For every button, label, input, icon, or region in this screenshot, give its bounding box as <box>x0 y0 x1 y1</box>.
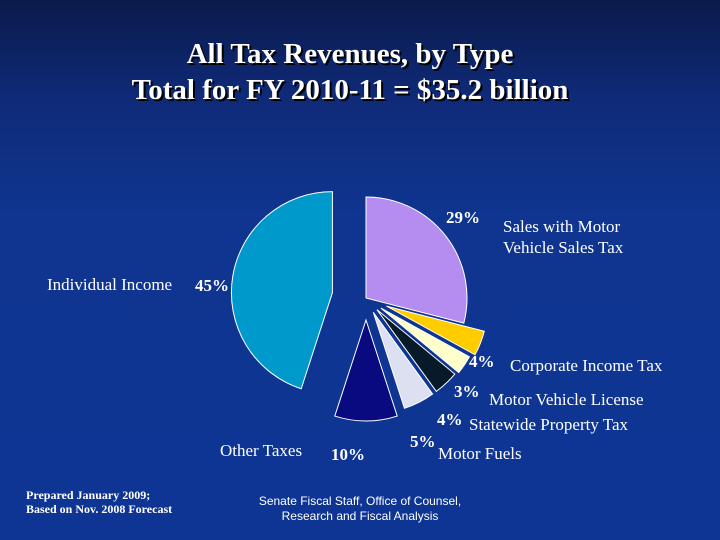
prepared-line-2: Based on Nov. 2008 Forecast <box>26 502 173 516</box>
label-individual: Individual Income <box>47 275 173 294</box>
pie-slice-mvl <box>380 307 471 374</box>
source-line-1: Senate Fiscal Staff, Office of Counsel, <box>258 494 462 508</box>
source-line-2: Research and Fiscal Analysis <box>281 509 439 523</box>
label-property: Statewide Property Tax <box>469 415 629 434</box>
source-note: Senate Fiscal Staff, Office of Counsel, … <box>240 494 480 524</box>
pct-motor-fuels: 5% <box>410 432 436 451</box>
pct-individual: 45% <box>195 276 229 295</box>
title-line-1: All Tax Revenues, by Type <box>186 38 514 70</box>
pct-sales: 29% <box>446 208 480 227</box>
label-sales-line1: Sales with Motor <box>503 217 621 236</box>
pie-slice-property <box>376 309 456 393</box>
pct-property: 4% <box>437 410 463 429</box>
pct-other: 10% <box>331 445 365 464</box>
slide-title: All Tax Revenues, by Type Total for FY 2… <box>0 36 700 108</box>
prepared-line-1: Prepared January 2009; <box>26 488 151 502</box>
label-motor-fuels: Motor Fuels <box>438 444 522 463</box>
label-sales-line2: Vehicle Sales Tax <box>503 238 624 257</box>
pie-slice-motor-fuels <box>372 311 434 409</box>
pie-slice-sales <box>365 196 468 324</box>
prepared-note: Prepared January 2009; Based on Nov. 200… <box>26 488 172 516</box>
pct-mvl: 3% <box>454 382 480 401</box>
pie-slice-individual <box>230 191 333 390</box>
label-corporate: Corporate Income Tax <box>510 356 663 375</box>
label-mvl: Motor Vehicle License <box>489 390 644 409</box>
label-other: Other Taxes <box>220 441 303 460</box>
title-line-2: Total for FY 2010-11 = $35.2 billion <box>131 74 569 106</box>
label-sales: Sales with Motor Vehicle Sales Tax <box>503 216 623 258</box>
pct-corporate: 4% <box>469 352 495 371</box>
pie-slice-corporate <box>386 305 485 356</box>
pie-slice-other <box>334 318 398 422</box>
